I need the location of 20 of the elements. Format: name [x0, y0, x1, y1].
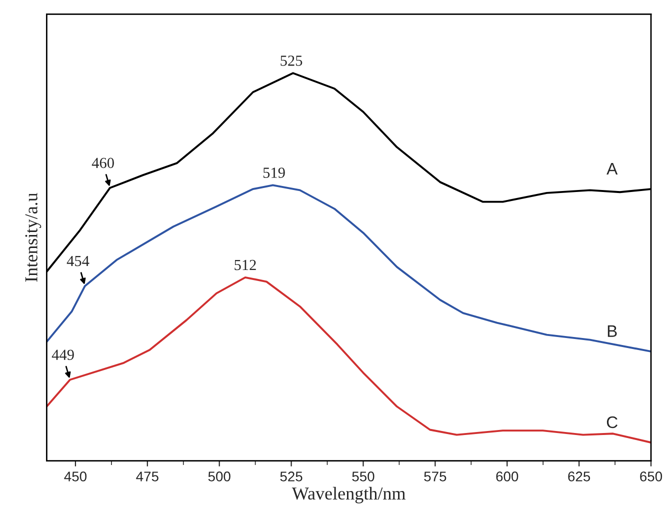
x-axis-title: Wavelength/nm: [292, 486, 406, 504]
annotation: 449: [52, 350, 74, 360]
series-label: A: [606, 162, 618, 174]
x-tick-label: 600: [496, 472, 518, 482]
x-tick-label: 650: [640, 472, 662, 482]
annotation: 460: [92, 158, 114, 168]
annotation: 519: [263, 168, 285, 178]
series-label: C: [606, 416, 618, 428]
annotation: 525: [280, 56, 302, 66]
x-tick-label: 450: [64, 472, 87, 482]
x-tick-label: 575: [424, 472, 446, 482]
x-tick-label: 550: [352, 472, 374, 482]
series-label: B: [608, 325, 617, 337]
annotation: 454: [66, 256, 90, 266]
x-tick-label: 525: [280, 472, 302, 482]
annotation: 512: [234, 260, 256, 270]
x-tick-label: 500: [208, 472, 230, 482]
x-tick-label: 475: [136, 472, 158, 482]
x-tick-label: 625: [568, 472, 590, 482]
y-axis-title: Intensity/a.u: [25, 192, 42, 282]
